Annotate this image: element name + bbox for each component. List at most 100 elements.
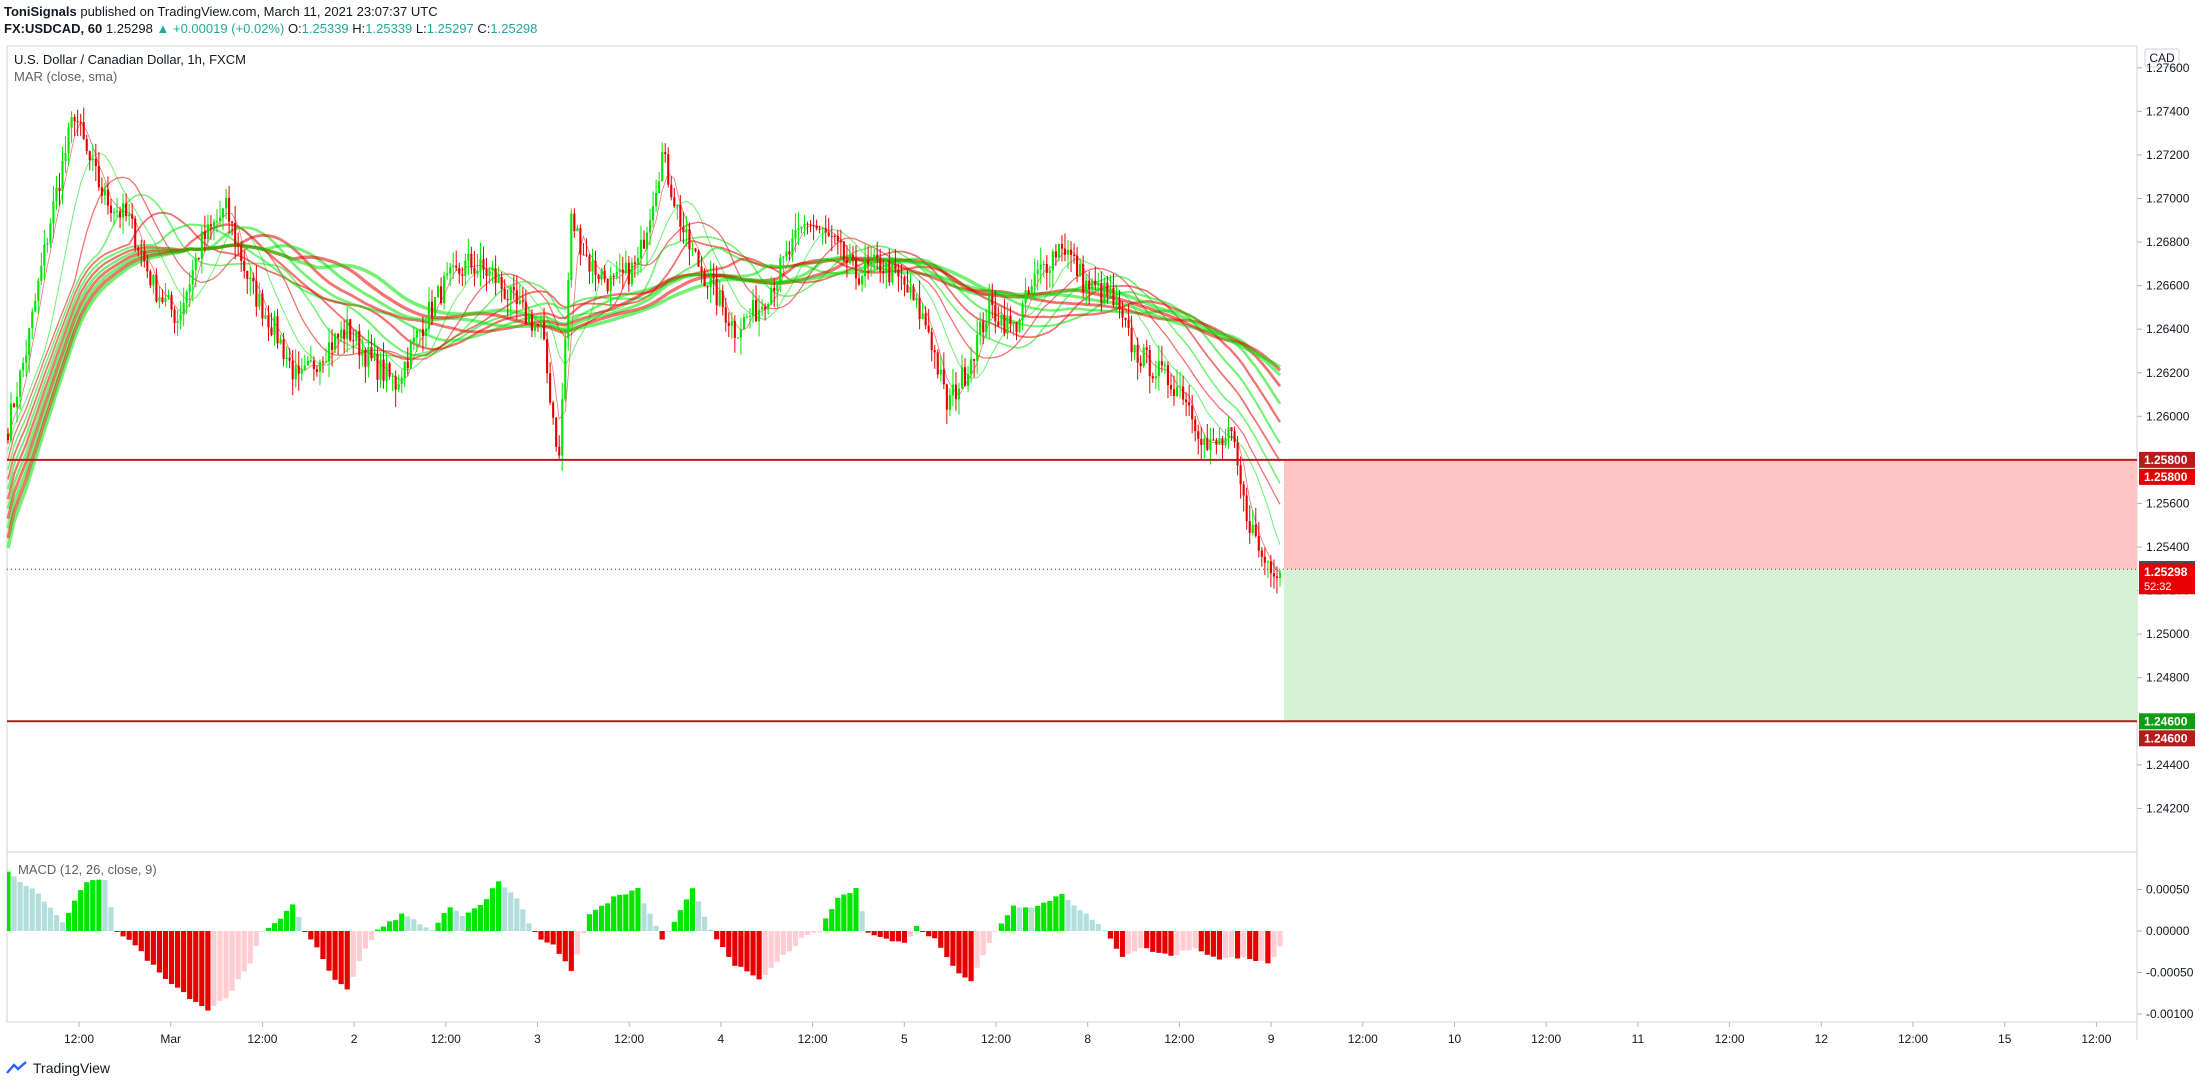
- candle-body: [576, 228, 579, 232]
- candle: [303, 354, 306, 371]
- macd-bar: [883, 931, 889, 939]
- candle-body: [648, 220, 652, 233]
- candle-body: [321, 361, 325, 363]
- tradingview-brand[interactable]: TradingView: [6, 1060, 110, 1076]
- candle: [1209, 427, 1212, 465]
- macd-bar: [701, 916, 708, 931]
- stop-loss-zone: [1284, 459, 2137, 570]
- candle-body: [818, 228, 821, 230]
- macd-bar: [708, 929, 714, 931]
- candle: [470, 246, 473, 275]
- candle: [409, 338, 412, 370]
- candle: [709, 260, 712, 303]
- x-tick-label: 12:00: [2081, 1032, 2111, 1046]
- macd-bar: [284, 910, 290, 931]
- candle-body: [636, 257, 640, 264]
- candle: [494, 255, 497, 296]
- indicator-legend[interactable]: MAR (close, sma): [14, 69, 117, 84]
- candle-body: [109, 205, 113, 214]
- candle: [249, 266, 252, 296]
- price-axis[interactable]: 1.27600 1.27400 1.27200 1.27000 1.26800 1.266…: [2137, 61, 2190, 816]
- macd-bar: [956, 931, 962, 974]
- candle: [655, 179, 658, 213]
- candle-body: [1139, 362, 1142, 367]
- candle-body: [243, 260, 246, 271]
- candle: [327, 328, 331, 378]
- macd-bar: [483, 899, 490, 931]
- macd-bar: [1083, 913, 1089, 931]
- candle: [594, 250, 597, 292]
- candle-body: [642, 239, 646, 249]
- candle: [1182, 375, 1185, 406]
- candle-body: [1085, 280, 1088, 292]
- candle: [1054, 244, 1057, 267]
- candle-body: [1118, 300, 1121, 310]
- price-label: 1.25800: [2144, 470, 2188, 484]
- macd-legend[interactable]: MACD (12, 26, close, 9): [18, 862, 157, 877]
- macd-bar: [962, 931, 968, 978]
- candle: [31, 308, 34, 340]
- macd-bar: [1168, 931, 1174, 956]
- macd-bar: [399, 913, 405, 931]
- candle: [337, 333, 340, 355]
- candle: [240, 241, 243, 272]
- candle: [12, 402, 16, 408]
- candle: [503, 279, 506, 300]
- macd-bar: [1247, 931, 1253, 960]
- candle-body: [1157, 361, 1160, 377]
- candle-body: [173, 309, 176, 323]
- candle-body: [664, 152, 667, 155]
- candle-body: [1172, 389, 1176, 396]
- candle-body: [1175, 386, 1179, 396]
- candle: [19, 369, 22, 411]
- candle: [785, 240, 788, 262]
- x-tick-label: 12:00: [64, 1032, 94, 1046]
- candle-body: [1169, 385, 1173, 390]
- candle-body: [264, 315, 267, 319]
- y-tick-label: 1.27000: [2146, 191, 2190, 205]
- candle-body: [12, 403, 16, 408]
- macd-bar: [653, 925, 659, 931]
- candle-body: [421, 329, 424, 336]
- candle: [591, 248, 594, 284]
- candle: [1230, 427, 1233, 441]
- macd-bar: [1150, 931, 1156, 952]
- macd-bar: [714, 931, 720, 940]
- horizontal-levels[interactable]: [7, 458, 2137, 723]
- candle-body: [309, 360, 312, 362]
- candle-body: [373, 353, 376, 359]
- macd-bar: [920, 931, 926, 933]
- candle: [1251, 510, 1254, 536]
- candle: [552, 400, 555, 425]
- macd-bar: [405, 916, 411, 931]
- candle: [376, 347, 379, 392]
- currency-box[interactable]: [2144, 48, 2180, 68]
- candle: [1236, 435, 1239, 476]
- macd-bar: [950, 931, 956, 966]
- macd-bar: [308, 931, 314, 940]
- candle: [1039, 247, 1042, 285]
- candle: [1051, 248, 1054, 288]
- candle: [800, 226, 803, 234]
- candle: [1160, 345, 1163, 373]
- candle: [912, 283, 915, 301]
- price-labels: 1.258001.258001.252991.2529852:321.24600…: [2139, 451, 2195, 747]
- macd-bar: [265, 927, 272, 931]
- candle: [706, 285, 709, 300]
- price-label-bg: [2139, 451, 2195, 468]
- macd-bar: [526, 923, 532, 931]
- last-price: 1.25298: [105, 21, 153, 36]
- author-name[interactable]: ToniSignals: [4, 4, 77, 19]
- candle-body: [776, 281, 779, 291]
- candle-body: [152, 274, 155, 286]
- macd-bar: [290, 904, 296, 931]
- time-axis[interactable]: 12:00 Mar 12:00 2 12:00 3 12:00 4 12:00 5 12:00 8 12…: [64, 1022, 2112, 1046]
- candle-body: [1000, 314, 1003, 326]
- candle: [1139, 355, 1142, 373]
- macd-bar: [1277, 931, 1283, 947]
- macd-bar: [1065, 899, 1071, 931]
- macd-bar: [1222, 931, 1229, 959]
- candle: [1136, 337, 1139, 380]
- candle: [618, 253, 621, 284]
